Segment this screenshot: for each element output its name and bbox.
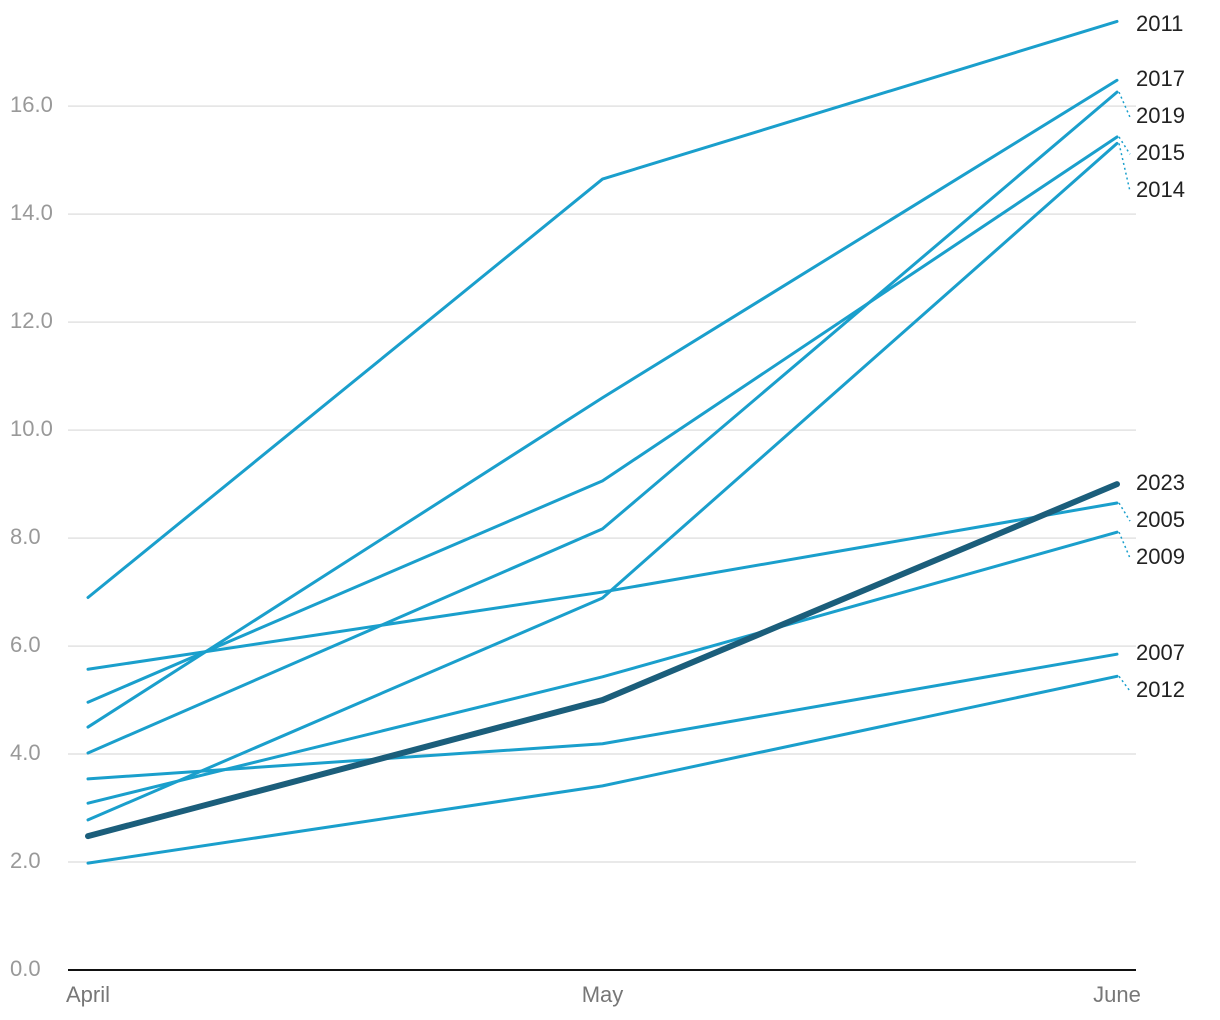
series-label: 2005 (1136, 507, 1185, 532)
series-label: 2007 (1136, 640, 1185, 665)
series-label: 2011 (1136, 11, 1183, 36)
y-tick-label: 12.0 (10, 308, 53, 333)
y-tick-label: 6.0 (10, 632, 41, 657)
series-line (86, 652, 1119, 781)
y-tick-label: 0.0 (10, 956, 41, 981)
series-label: 2014 (1136, 177, 1185, 202)
series-line (86, 674, 1119, 865)
label-leader (1118, 675, 1131, 692)
label-leader (1118, 502, 1131, 522)
label-leader (1118, 136, 1131, 155)
y-tick-label: 14.0 (10, 200, 53, 225)
label-leader (1118, 91, 1131, 118)
series-label: 2017 (1136, 66, 1185, 91)
series-line (86, 530, 1119, 805)
x-tick-label: April (66, 982, 110, 1007)
y-tick-label: 2.0 (10, 848, 41, 873)
series-line (86, 135, 1119, 704)
y-tick-label: 16.0 (10, 92, 53, 117)
label-leader (1118, 531, 1131, 559)
series-line (86, 90, 1119, 755)
x-tick-label: May (582, 982, 624, 1007)
y-tick-label: 10.0 (10, 416, 53, 441)
y-tick-label: 4.0 (10, 740, 41, 765)
series-line (86, 19, 1119, 599)
series-label: 2023 (1136, 470, 1185, 495)
series-line (85, 481, 1120, 840)
y-tick-label: 8.0 (10, 524, 41, 549)
series-label: 2015 (1136, 140, 1185, 165)
series-label: 2019 (1136, 103, 1185, 128)
series-label: 2012 (1136, 677, 1185, 702)
series-line (86, 78, 1119, 729)
series-label: 2009 (1136, 544, 1185, 569)
series-line (86, 501, 1119, 671)
series-line (86, 141, 1119, 822)
x-tick-label: June (1093, 982, 1141, 1007)
label-leader (1118, 143, 1131, 192)
